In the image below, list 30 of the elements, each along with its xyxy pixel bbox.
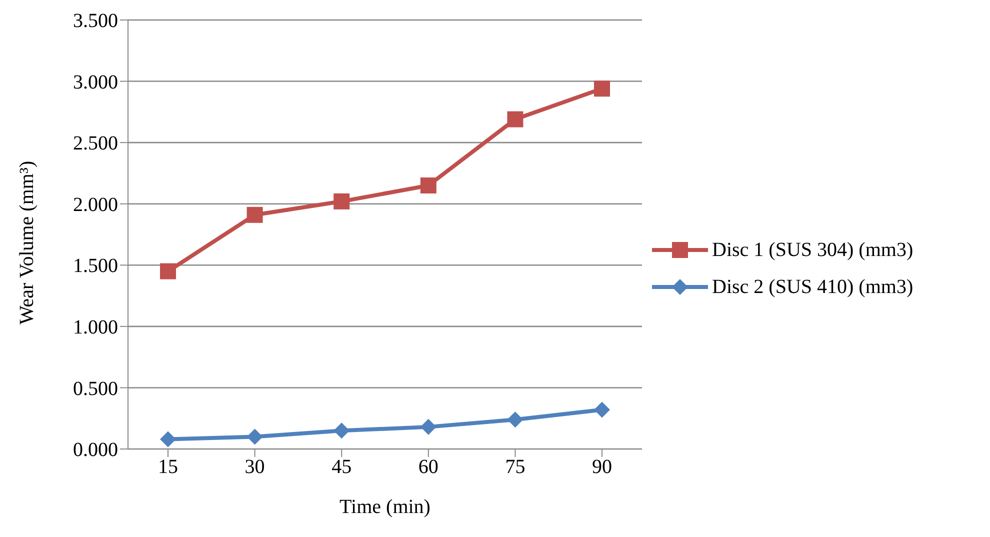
point — [334, 193, 350, 210]
y-tick-label: 3.500 — [73, 10, 118, 32]
y-tick-label: 2.000 — [73, 194, 118, 216]
y-tick-label: 1.500 — [73, 255, 118, 278]
x-tick-label: 45 — [332, 456, 352, 478]
y-tick-label: 1.000 — [73, 316, 118, 339]
y-tick-label: 0.500 — [73, 378, 118, 400]
point — [507, 412, 524, 428]
x-axis-title: Time (min) — [340, 496, 430, 518]
x-tick-label: 60 — [418, 456, 438, 478]
point — [246, 206, 263, 223]
point — [246, 428, 263, 445]
point — [507, 111, 524, 128]
point — [420, 177, 436, 194]
point — [594, 80, 610, 97]
point — [160, 431, 176, 448]
x-tick-label: 90 — [592, 456, 612, 478]
y-tick-label: 0.000 — [73, 439, 118, 462]
point — [160, 263, 176, 280]
y-tick-label: 3.000 — [73, 71, 118, 94]
x-tick-label: 75 — [505, 456, 526, 478]
point — [420, 418, 436, 435]
x-tick-label: 15 — [158, 456, 178, 478]
x-tick-label: 30 — [244, 456, 265, 478]
y-tick-label: 2.500 — [73, 132, 118, 155]
legend-label: Disc 1 (SUS 304) (mm3) — [712, 238, 914, 262]
legend-label: Disc 2 (SUS 410) (mm3) — [712, 276, 914, 298]
point — [594, 402, 610, 418]
point — [334, 422, 350, 439]
y-axis-title: Wear Volume (mm³) — [16, 160, 38, 324]
